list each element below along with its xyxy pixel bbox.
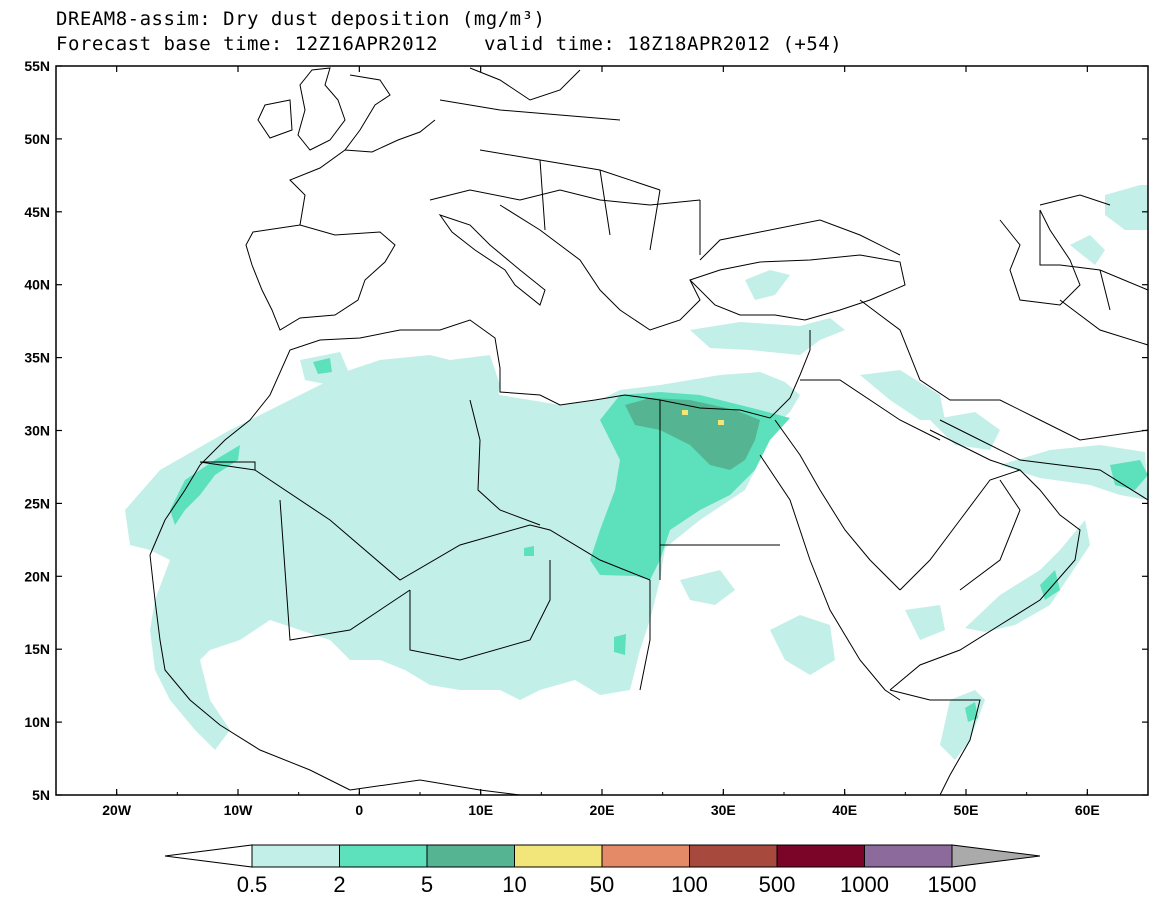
y-tick-label: 35N bbox=[24, 350, 50, 366]
field-oman bbox=[965, 520, 1090, 632]
colorbar-label: 50 bbox=[590, 872, 614, 897]
coast-ireland bbox=[257, 99, 293, 139]
x-tick-label: 10E bbox=[468, 802, 493, 818]
coast-red-sea bbox=[759, 419, 901, 701]
latitude-axis: 55N 50N 45N 40N 35N 30N 25N 20N 15N 10N 5N bbox=[24, 58, 1148, 803]
x-tick-label: 30E bbox=[711, 802, 736, 818]
coastlines-and-borders bbox=[149, 67, 1149, 796]
coast-caspian bbox=[999, 209, 1081, 306]
x-tick-label: 10W bbox=[224, 802, 254, 818]
y-tick-label: 50N bbox=[24, 131, 50, 147]
colorbar-label: 500 bbox=[759, 872, 796, 897]
colorbar-segment bbox=[776, 844, 865, 868]
border-sudan-chad bbox=[639, 580, 651, 691]
colorbar-label: 10 bbox=[502, 872, 526, 897]
colorbar-label: 5 bbox=[421, 872, 433, 897]
colorbar-segment bbox=[514, 844, 603, 868]
colorbar-label: 1500 bbox=[928, 872, 977, 897]
field-egypt-core bbox=[625, 398, 760, 470]
field-arabia-north bbox=[860, 370, 945, 420]
deposition-fields bbox=[125, 185, 1148, 760]
border-libya bbox=[469, 399, 661, 580]
colorbar-label: 0.5 bbox=[237, 872, 268, 897]
colorbar-over-arrow bbox=[951, 844, 1041, 868]
border-sahara-2 bbox=[254, 469, 651, 581]
field-iraq bbox=[930, 412, 1000, 450]
field-niger-spot bbox=[524, 546, 534, 556]
border-europe-1 bbox=[429, 99, 701, 206]
coast-france-uk bbox=[289, 74, 436, 226]
colorbar-segment bbox=[601, 844, 690, 868]
field-anatolia bbox=[745, 270, 790, 300]
y-tick-label: 5N bbox=[32, 787, 50, 803]
border-arabia bbox=[800, 379, 1021, 591]
field-horn-spot bbox=[965, 702, 978, 722]
field-hotspot-1 bbox=[682, 410, 688, 415]
colorbar-segment bbox=[426, 844, 515, 868]
y-tick-label: 20N bbox=[24, 568, 50, 584]
coast-italy bbox=[438, 214, 546, 306]
y-tick-label: 10N bbox=[24, 714, 50, 730]
y-tick-label: 45N bbox=[24, 204, 50, 220]
y-tick-label: 40N bbox=[24, 277, 50, 293]
time-info: Forecast base time: 12Z16APR2012 valid ti… bbox=[56, 33, 842, 55]
coast-britain bbox=[297, 67, 346, 151]
field-ethiopia bbox=[905, 605, 945, 640]
x-tick-label: 40E bbox=[832, 802, 857, 818]
field-kazakh bbox=[1105, 185, 1148, 230]
colorbar-under-arrow bbox=[164, 844, 253, 868]
coast-north-africa bbox=[149, 319, 811, 556]
valid-time: valid time: 18Z18APR2012 (+54) bbox=[484, 33, 843, 55]
border-mali-niger bbox=[409, 560, 551, 661]
x-tick-label: 60E bbox=[1075, 802, 1100, 818]
x-tick-label: 50E bbox=[954, 802, 979, 818]
colorbar: 0.5 2 5 10 50 100 500 1000 1500 bbox=[164, 844, 1041, 897]
field-sudan-east bbox=[770, 615, 835, 675]
coast-horn bbox=[889, 689, 981, 796]
forecast-base-time: Forecast base time: 12Z16APR2012 bbox=[56, 33, 439, 55]
field-atlas-spot bbox=[313, 358, 332, 374]
coast-turkey bbox=[689, 254, 906, 321]
field-sudan-center bbox=[680, 570, 735, 605]
field-chad-spot bbox=[614, 634, 626, 655]
colorbar-label: 100 bbox=[671, 872, 708, 897]
field-east-med bbox=[690, 318, 845, 355]
x-tick-label: 20W bbox=[102, 802, 132, 818]
colorbar-segment bbox=[339, 844, 428, 868]
coast-black-sea bbox=[699, 219, 901, 261]
colorbar-label: 1000 bbox=[840, 872, 889, 897]
coast-gulf-guinea bbox=[349, 779, 521, 796]
field-tunisia bbox=[450, 355, 500, 410]
border-sahara-3 bbox=[279, 499, 411, 641]
y-tick-label: 55N bbox=[24, 58, 50, 74]
field-gulf bbox=[1000, 445, 1148, 500]
field-caspian bbox=[1070, 235, 1105, 265]
coast-persian-gulf bbox=[929, 419, 1149, 501]
colorbar-segment bbox=[864, 844, 953, 868]
border-kazakh bbox=[1039, 194, 1149, 291]
x-tick-label: 0 bbox=[355, 802, 363, 818]
field-oman-spot bbox=[1040, 570, 1060, 600]
y-tick-label: 30N bbox=[24, 423, 50, 439]
x-tick-label: 20E bbox=[590, 802, 615, 818]
border-europe-2 bbox=[539, 159, 701, 255]
y-tick-label: 25N bbox=[24, 495, 50, 511]
coast-iberia bbox=[245, 224, 396, 331]
border-iran bbox=[859, 299, 1149, 441]
colorbar-segment bbox=[251, 844, 340, 868]
y-tick-label: 15N bbox=[24, 641, 50, 657]
border-sahara-1 bbox=[199, 461, 256, 471]
colorbar-label: 2 bbox=[333, 872, 345, 897]
border-central-asia bbox=[1059, 269, 1149, 346]
colorbar-segment bbox=[689, 844, 778, 868]
coast-balkans bbox=[499, 204, 701, 331]
chart-title: DREAM8-assim: Dry dust deposition (mg/m³… bbox=[56, 8, 546, 30]
longitude-axis: 20W 10W 0 10E 20E 30E 40E 50E 60E bbox=[55, 66, 1149, 818]
coast-scandinavia bbox=[469, 67, 581, 101]
coast-arabia bbox=[889, 469, 1081, 691]
coast-west-africa bbox=[149, 554, 351, 791]
field-hotspot-2 bbox=[718, 420, 724, 425]
